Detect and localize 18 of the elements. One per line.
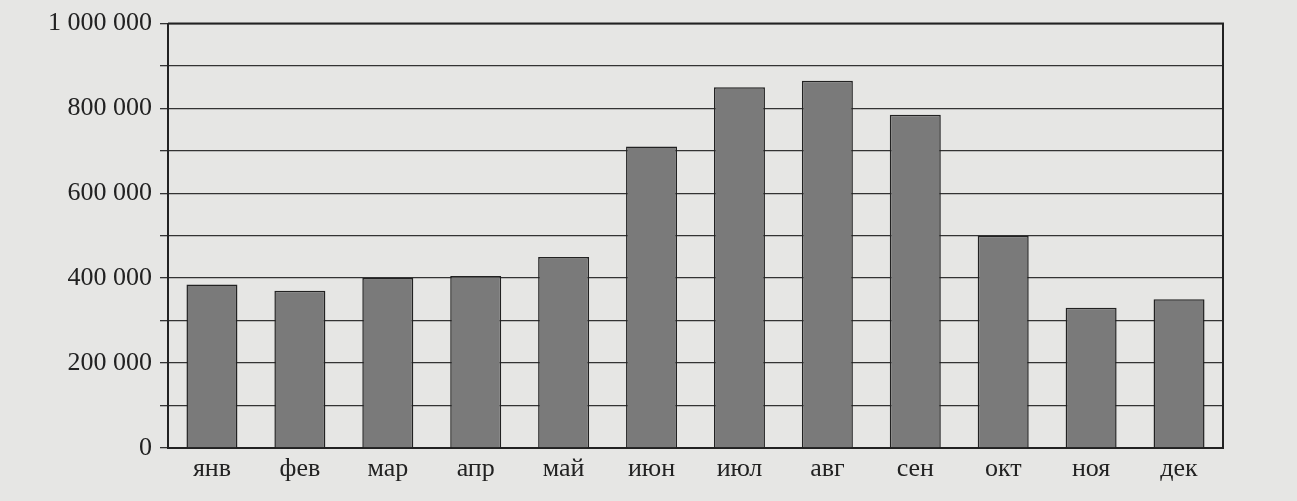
- x-tick-label: июл: [716, 453, 763, 483]
- x-tick-label: ноя: [1071, 453, 1111, 483]
- x-tick-label: апр: [456, 453, 495, 483]
- y-tick-label: 1 000 000: [48, 7, 152, 37]
- x-tick-label: авг: [810, 453, 845, 483]
- y-tick-label: 800 000: [67, 92, 152, 122]
- x-tick-label: дек: [1160, 453, 1199, 483]
- y-tick-label: 0: [139, 431, 152, 461]
- x-tick-label: сен: [896, 453, 935, 483]
- y-tick-label: 600 000: [67, 177, 152, 207]
- x-tick-label: мар: [367, 453, 409, 483]
- x-tick-label: май: [542, 453, 585, 483]
- x-tick-label: янв: [192, 453, 232, 483]
- x-tick-label: окт: [984, 453, 1022, 483]
- x-tick-label: фев: [279, 453, 321, 483]
- y-tick-label: 200 000: [67, 346, 152, 376]
- x-tick-label: июн: [627, 453, 676, 483]
- y-tick-label: 400 000: [67, 261, 152, 291]
